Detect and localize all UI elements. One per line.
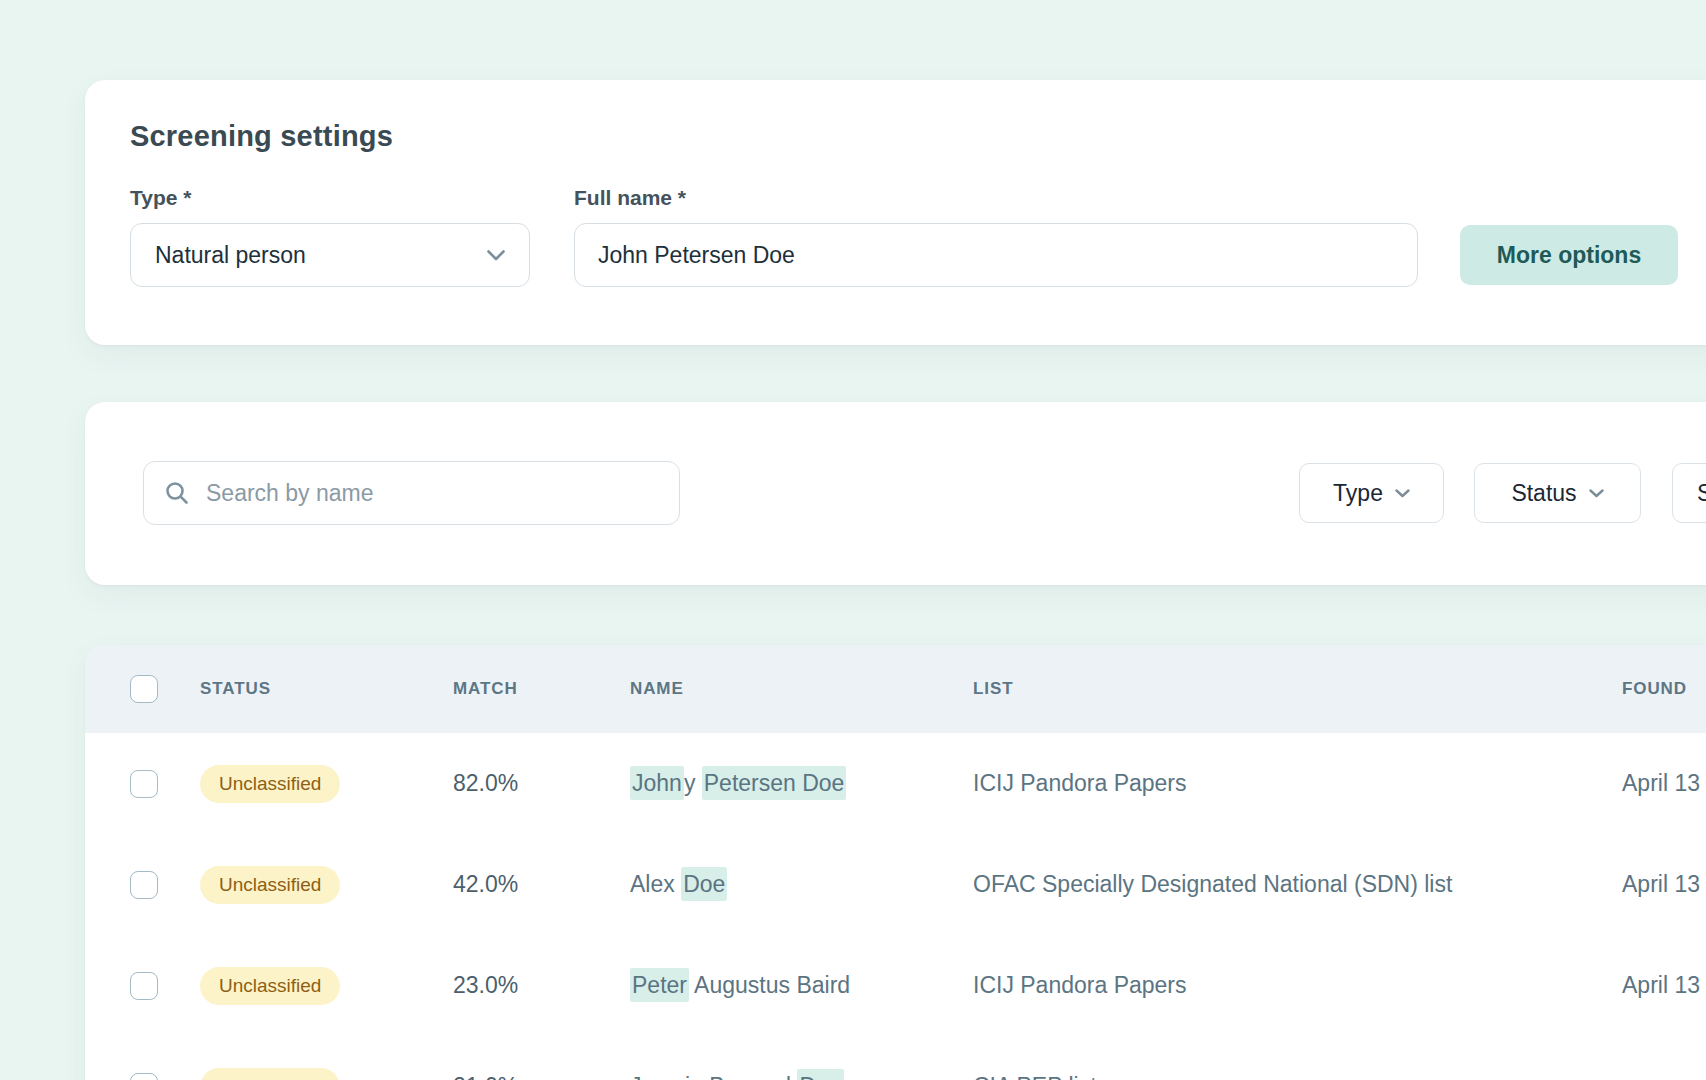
type-select[interactable]: Natural person bbox=[130, 223, 530, 287]
filter-type-label: Type bbox=[1333, 480, 1383, 507]
settings-form-row: Type * Natural person Full name * More o… bbox=[130, 186, 1706, 287]
filter-third-label: S bbox=[1697, 480, 1706, 507]
status-badge: Unclassified bbox=[200, 967, 340, 1005]
column-header-status: STATUS bbox=[200, 679, 453, 699]
name-highlight: Doe bbox=[797, 1069, 843, 1080]
type-field-group: Type * Natural person bbox=[130, 186, 530, 287]
filter-type-button[interactable]: Type bbox=[1299, 463, 1444, 523]
column-header-found: FOUND bbox=[1622, 679, 1706, 699]
match-cell: 42.0% bbox=[453, 871, 630, 898]
table-row[interactable]: Unclassified 23.0% Peter Augustus Baird … bbox=[85, 935, 1706, 1036]
name-highlight: Peter bbox=[630, 968, 689, 1002]
chevron-down-icon bbox=[1395, 489, 1410, 498]
name-text: y bbox=[684, 770, 702, 796]
status-badge: Unclassified bbox=[200, 1068, 340, 1080]
table-row[interactable]: Unclassified 21.0% Jasmin Bernard Doe CI… bbox=[85, 1036, 1706, 1080]
more-options-button[interactable]: More options bbox=[1460, 225, 1678, 285]
row-checkbox[interactable] bbox=[130, 871, 158, 899]
search-icon bbox=[164, 480, 190, 506]
table-row[interactable]: Unclassified 82.0% Johny Petersen Doe IC… bbox=[85, 733, 1706, 834]
type-label: Type * bbox=[130, 186, 530, 210]
column-header-list: LIST bbox=[973, 679, 1622, 699]
search-input[interactable] bbox=[204, 479, 659, 508]
table-header-row: STATUS MATCH NAME LIST FOUND bbox=[85, 645, 1706, 733]
column-header-name: NAME bbox=[630, 679, 973, 699]
name-cell: Peter Augustus Baird bbox=[630, 972, 973, 999]
name-text: Augustus Baird bbox=[689, 972, 850, 998]
filter-status-button[interactable]: Status bbox=[1474, 463, 1641, 523]
name-cell: Alex Doe bbox=[630, 871, 973, 898]
found-cell: April 13 bbox=[1622, 972, 1706, 999]
screening-settings-card: Screening settings Type * Natural person… bbox=[85, 80, 1706, 345]
match-cell: 23.0% bbox=[453, 972, 630, 999]
filter-status-label: Status bbox=[1511, 480, 1576, 507]
row-checkbox[interactable] bbox=[130, 770, 158, 798]
found-cell: April 13 bbox=[1622, 770, 1706, 797]
list-cell: ICIJ Pandora Papers bbox=[973, 972, 1622, 999]
found-cell: April 13 bbox=[1622, 871, 1706, 898]
name-cell: Johny Petersen Doe bbox=[630, 770, 973, 797]
name-cell: Jasmin Bernard Doe bbox=[630, 1073, 973, 1080]
full-name-label: Full name * bbox=[574, 186, 1418, 210]
list-cell: ICIJ Pandora Papers bbox=[973, 770, 1622, 797]
full-name-field-group: Full name * bbox=[574, 186, 1418, 287]
results-table-card: STATUS MATCH NAME LIST FOUND Unclassifie… bbox=[85, 645, 1706, 1080]
chevron-down-icon bbox=[1589, 489, 1604, 498]
table-body: Unclassified 82.0% Johny Petersen Doe IC… bbox=[85, 733, 1706, 1080]
full-name-input[interactable] bbox=[574, 223, 1418, 287]
status-badge: Unclassified bbox=[200, 866, 340, 904]
page-title: Screening settings bbox=[130, 120, 1706, 153]
type-select-value: Natural person bbox=[155, 242, 306, 269]
status-badge: Unclassified bbox=[200, 765, 340, 803]
list-cell: OFAC Specially Designated National (SDN)… bbox=[973, 871, 1622, 898]
table-row[interactable]: Unclassified 42.0% Alex Doe OFAC Special… bbox=[85, 834, 1706, 935]
column-header-match: MATCH bbox=[453, 679, 630, 699]
name-text: Jasmin Bernard bbox=[630, 1073, 797, 1080]
filter-third-button[interactable]: S bbox=[1672, 463, 1706, 523]
row-checkbox[interactable] bbox=[130, 1073, 158, 1080]
chevron-down-icon bbox=[487, 250, 505, 261]
search-filter-card: Type Status S bbox=[85, 402, 1706, 585]
name-text: Alex bbox=[630, 871, 681, 897]
list-cell: CIA PEP list bbox=[973, 1073, 1622, 1080]
screening-page: { "theme": { "page_bg": "#e9f5f1", "acce… bbox=[0, 0, 1706, 1080]
match-cell: 21.0% bbox=[453, 1073, 630, 1080]
row-checkbox[interactable] bbox=[130, 972, 158, 1000]
match-cell: 82.0% bbox=[453, 770, 630, 797]
name-highlight: John bbox=[630, 766, 684, 800]
name-highlight: Doe bbox=[681, 867, 727, 901]
search-box[interactable] bbox=[143, 461, 680, 525]
name-highlight: Petersen Doe bbox=[702, 766, 847, 800]
select-all-checkbox[interactable] bbox=[130, 675, 158, 703]
